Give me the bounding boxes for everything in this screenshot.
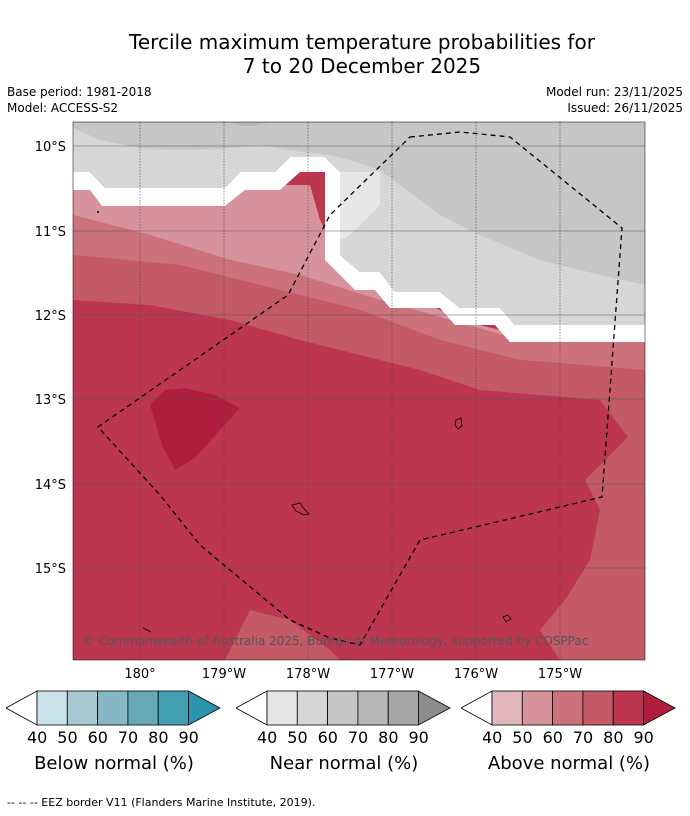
region-above-80-90 xyxy=(150,388,240,470)
lon-label-178w: 178°W xyxy=(286,667,330,682)
legend-above-tick: 70 xyxy=(572,728,594,747)
legend-near-swatch-3 xyxy=(327,690,359,726)
lat-label-11s: 11°S xyxy=(35,225,66,240)
title-line-1: Tercile maximum temperature probabilitie… xyxy=(129,30,595,54)
graticule xyxy=(139,122,561,660)
legend-below-swatch-2 xyxy=(66,690,98,726)
probability-map: 10°S 11°S 12°S 13°S 14°S 15°S 180° 179°W… xyxy=(35,121,646,682)
legend-below-swatch-1 xyxy=(36,690,68,726)
legend-near-swatch-6 xyxy=(418,690,451,726)
legend-above-swatch-6 xyxy=(643,690,676,726)
map-frame xyxy=(72,121,646,661)
island-4 xyxy=(142,627,152,633)
region-near-50-60 xyxy=(73,122,645,285)
issued-date: Issued: 26/11/2025 xyxy=(567,101,683,115)
legend-above-swatch-5 xyxy=(612,690,644,726)
legend-near-normal xyxy=(236,690,451,726)
legend-below-tick: 70 xyxy=(117,728,139,747)
legend-below-normal xyxy=(6,690,221,726)
legend-near-tick: 50 xyxy=(287,728,308,747)
legend-above-tick: 90 xyxy=(633,728,654,747)
region-above-60-70-e xyxy=(600,400,645,470)
island-3 xyxy=(502,614,512,623)
title-line-2: 7 to 20 December 2025 xyxy=(242,54,482,78)
legend-near-swatch-1 xyxy=(266,690,298,726)
legend-below-swatch-3 xyxy=(97,690,129,726)
legend-above-swatch-1 xyxy=(491,690,523,726)
legend-above-swatch-2 xyxy=(521,690,553,726)
longitude-labels: 180° 179°W 178°W 177°W 176°W 175°W xyxy=(124,667,582,682)
island-2 xyxy=(291,502,310,516)
lon-label-177w: 177°W xyxy=(370,667,414,682)
island-1 xyxy=(454,417,463,430)
lat-label-10s: 10°S xyxy=(35,140,66,155)
legend-below-ticks: 40 50 60 70 80 90 xyxy=(22,728,204,747)
legend-above-swatch-4 xyxy=(582,690,614,726)
model-name: Model: ACCESS-S2 xyxy=(7,101,119,115)
lon-label-180: 180° xyxy=(124,667,155,682)
region-above-60-70-s xyxy=(225,610,340,660)
copyright-notice: © Commonwealth of Australia 2025, Bureau… xyxy=(83,634,588,648)
legend-near-tick: 80 xyxy=(378,728,399,747)
region-near-light-patch xyxy=(340,172,380,240)
map-fill xyxy=(73,122,645,660)
legend-below-swatch-5 xyxy=(157,690,189,726)
latitude-labels: 10°S 11°S 12°S 13°S 14°S 15°S xyxy=(35,140,66,577)
model-run: Model run: 23/11/2025 xyxy=(545,85,683,99)
meta-right: Model run: 23/11/2025 Issued: 26/11/2025 xyxy=(546,84,683,116)
lat-label-15s: 15°S xyxy=(35,562,66,577)
chart-title: Tercile maximum temperature probabilitie… xyxy=(0,30,690,78)
legend-below-tick: 90 xyxy=(178,728,199,747)
legend-below-swatch-4 xyxy=(127,690,159,726)
legend-near-swatch-2 xyxy=(296,690,328,726)
meta-left: Base period: 1981-2018 Model: ACCESS-S2 xyxy=(7,84,152,116)
legend-near-title: Near normal (%) xyxy=(269,753,419,774)
base-period: Base period: 1981-2018 xyxy=(7,85,152,99)
lon-label-175w: 175°W xyxy=(538,667,582,682)
eez-footnote: -- -- -- EEZ border V11 (Flanders Marine… xyxy=(7,796,316,809)
island-5 xyxy=(97,210,100,213)
legend-above-swatch-3 xyxy=(552,690,584,726)
legend-near-tick: 70 xyxy=(347,728,369,747)
region-above-40-50 xyxy=(73,185,645,340)
legend-above-tick: 40 xyxy=(481,728,503,747)
region-above-50-60 xyxy=(73,215,645,370)
legend-below-tick: 80 xyxy=(148,728,169,747)
lat-label-13s: 13°S xyxy=(35,393,66,408)
legend-above-normal xyxy=(461,690,676,726)
legend-below-swatch-6 xyxy=(188,690,221,726)
legend-near-tick: 40 xyxy=(256,728,278,747)
lat-label-14s: 14°S xyxy=(35,478,66,493)
region-near-60-70 xyxy=(230,122,270,126)
legend-below-tick: 50 xyxy=(57,728,78,747)
lon-label-179w: 179°W xyxy=(202,667,246,682)
legend-below-swatch-0 xyxy=(6,690,38,726)
legend-near-tick: 60 xyxy=(317,728,338,747)
legend-above-title: Above normal (%) xyxy=(487,753,651,774)
legend-below-tick: 40 xyxy=(26,728,48,747)
legend-near-ticks: 40 50 60 70 80 90 xyxy=(252,728,434,747)
latitude-lines xyxy=(73,145,645,569)
eez-border xyxy=(97,131,623,646)
islands xyxy=(97,210,512,633)
legend-above-swatch-0 xyxy=(461,690,493,726)
region-no-signal xyxy=(73,157,645,342)
lat-label-12s: 12°S xyxy=(35,309,66,324)
region-above-60-70 xyxy=(73,255,645,410)
legend-near-swatch-4 xyxy=(357,690,389,726)
legend-above-tick: 80 xyxy=(603,728,624,747)
legend-above-ticks: 40 50 60 70 80 90 xyxy=(477,728,659,747)
legend-below-title: Below normal (%) xyxy=(34,753,194,774)
legend-near-tick: 90 xyxy=(408,728,429,747)
lon-label-176w: 176°W xyxy=(454,667,498,682)
legend-above-tick: 50 xyxy=(512,728,533,747)
region-above-60-70-se xyxy=(540,420,645,660)
legend-below-tick: 60 xyxy=(87,728,108,747)
legend-above-tick: 60 xyxy=(542,728,563,747)
legend-near-swatch-0 xyxy=(236,690,268,726)
legend-near-swatch-5 xyxy=(387,690,419,726)
